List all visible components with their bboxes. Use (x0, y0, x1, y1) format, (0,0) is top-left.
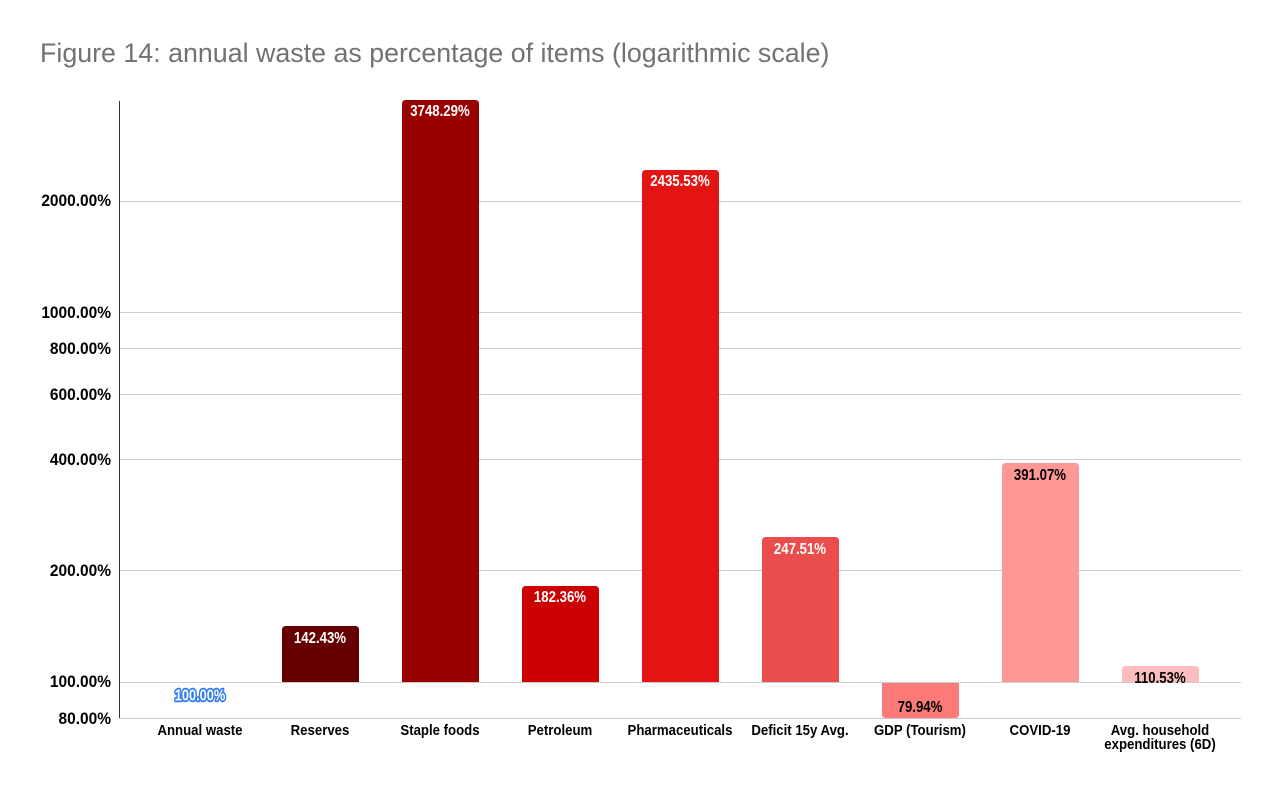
svg-text:100.00%: 100.00% (175, 687, 226, 705)
